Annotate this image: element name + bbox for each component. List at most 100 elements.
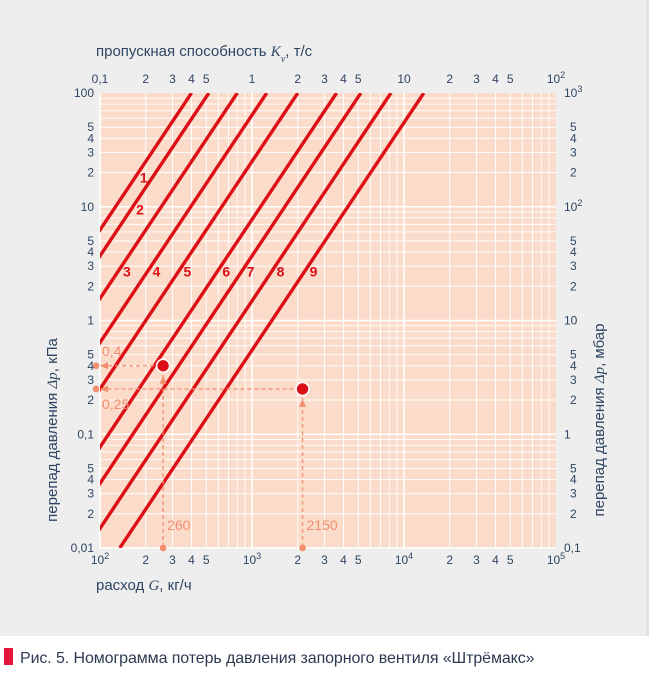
- right-tick-label: 10: [564, 314, 578, 328]
- top-tick-label: 3: [321, 72, 328, 86]
- bottom-tick-label: 2: [142, 553, 149, 567]
- series-line-7: [100, 93, 363, 487]
- left-tick-label: 0,1: [77, 427, 94, 441]
- top-tick-label: 1: [249, 72, 256, 86]
- example-2-point: [295, 381, 310, 397]
- left-tick-label: 100: [74, 86, 94, 100]
- left-tick-label: 10: [81, 200, 95, 214]
- right-tick-label: 3: [570, 487, 577, 501]
- left-axis-title: перепад давления Δp, кПа: [44, 338, 61, 522]
- right-tick-label: 3: [570, 145, 577, 159]
- left-tick-label: 5: [87, 348, 94, 362]
- left-tick-label: 3: [87, 487, 94, 501]
- right-tick-label: 4: [570, 359, 577, 373]
- left-tick-label: 4: [87, 245, 94, 259]
- example-1-arrow-left-icon: [100, 362, 108, 370]
- left-tick-label: 4: [87, 473, 94, 487]
- example-1-arrow-up-icon: [159, 375, 167, 384]
- right-tick-label: 5: [570, 348, 577, 362]
- left-tick-label: 3: [87, 145, 94, 159]
- right-tick-label: 3: [570, 259, 577, 273]
- series-line-1: [100, 93, 193, 234]
- left-tick-label: 1: [87, 314, 94, 328]
- right-tick-label: 2: [570, 279, 577, 293]
- left-tick-label: 5: [87, 461, 94, 475]
- left-tick-label: 0,01: [71, 541, 95, 555]
- bottom-tick-label: 102: [91, 551, 109, 567]
- bottom-tick-label: 4: [340, 553, 347, 567]
- top-tick-label: 4: [340, 72, 347, 86]
- top-tick-label: 4: [188, 72, 195, 86]
- series-label-1: 1: [140, 170, 148, 186]
- example-2-flow-label: 2150: [307, 517, 338, 533]
- series-label-7: 7: [247, 263, 255, 279]
- right-tick-label: 2: [570, 166, 577, 180]
- left-tick-label: 2: [87, 166, 94, 180]
- top-axis-title: пропускная способность Kv, т/с: [96, 43, 313, 65]
- series-line-4: [100, 93, 269, 346]
- right-tick-label: 4: [570, 473, 577, 487]
- top-tick-label: 3: [169, 72, 176, 86]
- top-tick-label: 5: [203, 72, 210, 86]
- series-label-9: 9: [310, 263, 318, 279]
- right-tick-label: 0,1: [564, 541, 581, 555]
- series-line-6: [100, 93, 338, 451]
- top-tick-label: 3: [473, 72, 480, 86]
- example-2-dp-label: 0,25: [102, 396, 129, 412]
- bottom-tick-label: 4: [492, 553, 499, 567]
- right-tick-label: 2: [570, 507, 577, 521]
- example-1-flow-label: 260: [167, 517, 191, 533]
- right-axis-title: перепад давления Δp, мбар: [591, 323, 608, 516]
- example-2-arrow-up-icon: [299, 398, 307, 407]
- left-tick-label: 5: [87, 120, 94, 134]
- top-tick-label: 4: [492, 72, 499, 86]
- top-tick-label: 2: [446, 72, 453, 86]
- top-tick-label: 10: [397, 72, 411, 86]
- figure-caption: Рис. 5. Номограмма потерь давления запор…: [4, 648, 650, 674]
- right-tick-label: 4: [570, 245, 577, 259]
- example-2-flow-dot: [299, 544, 306, 552]
- bottom-tick-label: 3: [321, 553, 328, 567]
- series-line-3: [100, 93, 239, 302]
- example-1-flow-dot: [159, 544, 167, 552]
- right-tick-label: 103: [564, 84, 582, 100]
- left-tick-label: 2: [87, 279, 94, 293]
- right-tick-label: 3: [570, 373, 577, 387]
- series-label-3: 3: [123, 263, 131, 279]
- bottom-tick-label: 2: [294, 553, 301, 567]
- figure-frame: 1 2 3 4 5 6 7 8 9 260 0,4 2150 0,25 102 103 104 105 2 3 4 5 2…: [0, 0, 649, 636]
- bottom-tick-label: 5: [507, 553, 514, 567]
- bottom-tick-label: 4: [188, 553, 195, 567]
- right-tick-label: 5: [570, 120, 577, 134]
- top-tick-label: 2: [142, 72, 149, 86]
- right-tick-label: 4: [570, 131, 577, 145]
- bottom-tick-label: 3: [473, 553, 480, 567]
- bottom-tick-label: 3: [169, 553, 176, 567]
- series-label-5: 5: [184, 263, 192, 279]
- bottom-tick-label: 104: [395, 551, 413, 567]
- bottom-tick-label: 103: [243, 551, 261, 567]
- series-line-8: [100, 93, 393, 532]
- right-tick-label: 5: [570, 234, 577, 248]
- series-label-4: 4: [153, 263, 161, 279]
- right-tick-label: 102: [564, 198, 582, 214]
- top-tick-label: 5: [355, 72, 362, 86]
- bottom-tick-label: 2: [446, 553, 453, 567]
- example-2-dp-dot: [92, 385, 100, 393]
- series-line-5: [100, 93, 300, 393]
- right-tick-label: 5: [570, 461, 577, 475]
- series-line-9: [118, 93, 426, 548]
- example-1-dp-dot: [92, 362, 100, 370]
- right-tick-label: 1: [564, 427, 571, 441]
- left-tick-label: 3: [87, 259, 94, 273]
- example-2-arrow-left-icon: [100, 385, 108, 393]
- caption-marker: [4, 648, 13, 665]
- left-tick-label: 4: [87, 359, 94, 373]
- bottom-axis-title: расход G, кг/ч: [96, 577, 192, 594]
- left-tick-label: 5: [87, 234, 94, 248]
- left-tick-label: 4: [87, 131, 94, 145]
- left-tick-label: 2: [87, 393, 94, 407]
- right-tick-label: 2: [570, 393, 577, 407]
- left-tick-label: 3: [87, 373, 94, 387]
